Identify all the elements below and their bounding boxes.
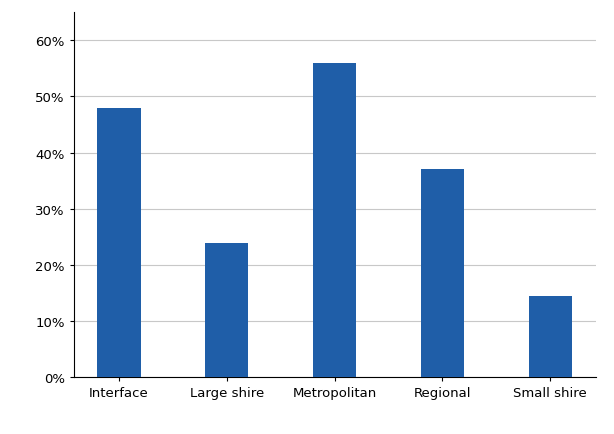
Bar — [421, 170, 464, 378]
Bar — [529, 296, 572, 378]
Bar — [98, 108, 141, 378]
Bar — [313, 63, 356, 378]
Bar — [205, 243, 249, 378]
